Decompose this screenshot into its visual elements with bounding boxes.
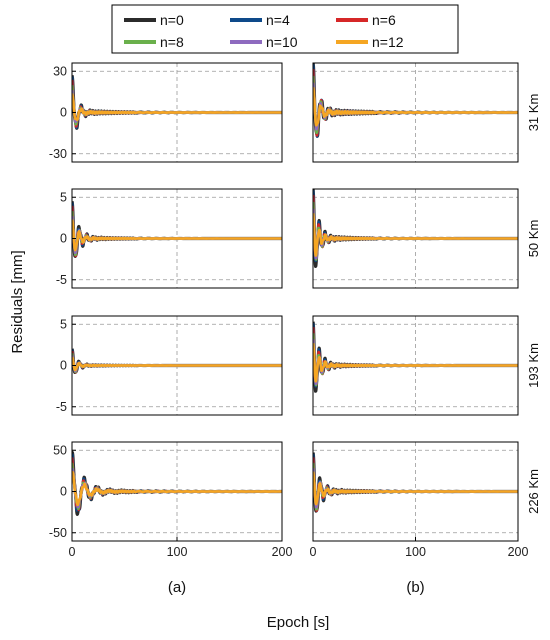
series-group <box>313 63 518 138</box>
legend-entry-label: n=4 <box>266 12 290 28</box>
y-tick-label: -5 <box>56 273 67 287</box>
panel-frame <box>312 315 519 416</box>
series-group <box>72 347 282 375</box>
y-tick-label: -5 <box>56 400 67 414</box>
series-line <box>313 471 518 506</box>
legend: n=0 n=4 n=6 n=8 n=10 n=12 <box>111 4 459 54</box>
panel-frame <box>312 188 519 289</box>
row-label: 226 Km <box>526 469 541 514</box>
column-label: (a) <box>168 579 186 596</box>
legend-entry-label: n=0 <box>160 12 184 28</box>
series-group <box>72 200 282 258</box>
panel: -30 0 30 <box>49 62 283 163</box>
panel <box>312 315 519 416</box>
row-label: 31 Km <box>526 94 541 132</box>
panel: -5 0 5 <box>56 315 283 416</box>
series-group <box>72 450 282 516</box>
labels: Residuals [mm] Epoch [s] <box>9 250 329 631</box>
x-tick-label: 0 <box>69 545 76 559</box>
x-tick-label: 200 <box>272 545 293 559</box>
y-tick-label: 30 <box>53 64 67 78</box>
series-group <box>313 321 518 393</box>
y-tick-label: 50 <box>53 443 67 457</box>
series-group <box>313 189 518 268</box>
series-line <box>313 213 518 257</box>
row-label: 50 Km <box>526 220 541 258</box>
row-label: 193 Km <box>526 343 541 388</box>
x-tick-label: 100 <box>167 545 188 559</box>
x-tick-label: 100 <box>405 545 426 559</box>
y-tick-label: -50 <box>49 526 67 540</box>
legend-entry-label: n=8 <box>160 34 184 50</box>
legend-entry-label: n=12 <box>372 34 404 50</box>
legend-box <box>111 4 459 54</box>
x-tick-label: 200 <box>508 545 529 559</box>
series-line <box>313 343 518 383</box>
panel <box>312 188 519 289</box>
panel: -5 0 5 <box>56 188 283 289</box>
series-line <box>313 87 518 127</box>
series-group <box>72 74 282 130</box>
x-tick-label: 0 <box>310 545 317 559</box>
series-line <box>72 219 282 252</box>
legend-entry-label: n=6 <box>372 12 396 28</box>
series-line <box>72 356 282 372</box>
x-axis-label: Epoch [s] <box>267 614 330 631</box>
y-tick-label: 0 <box>60 232 67 246</box>
y-axis-label: Residuals [mm] <box>9 250 26 353</box>
y-tick-label: 5 <box>60 317 67 331</box>
y-tick-label: 0 <box>60 485 67 499</box>
series-group <box>313 451 518 513</box>
panel-frame <box>312 62 519 163</box>
series-line <box>72 93 282 122</box>
series-line <box>72 470 282 507</box>
panel: 0 100 200 <box>310 441 529 559</box>
column-label: (b) <box>406 579 424 596</box>
y-tick-label: 0 <box>60 359 67 373</box>
legend-entry-label: n=10 <box>266 34 298 50</box>
y-tick-label: 0 <box>60 106 67 120</box>
y-tick-label: 5 <box>60 190 67 204</box>
y-tick-label: -30 <box>49 147 67 161</box>
panel <box>312 62 519 163</box>
